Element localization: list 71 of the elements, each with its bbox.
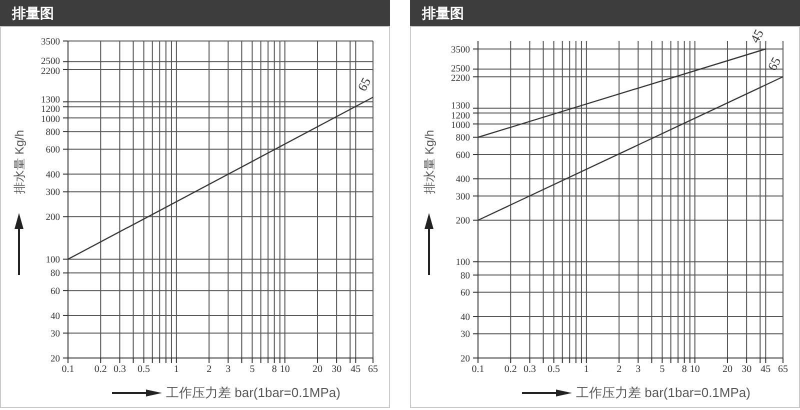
y-tick-label: 80: [50, 269, 60, 280]
x-tick-label: 0.5: [138, 364, 150, 376]
y-tick-label: 1300: [41, 95, 60, 106]
x-tick-label: 0.1: [472, 364, 484, 376]
x-tick-label: 3: [226, 364, 231, 376]
x-tick-label: 20: [312, 364, 322, 376]
x-axis-title: 工作压力差 bar(1bar=0.1MPa): [166, 385, 340, 400]
y-tick-label: 100: [456, 258, 470, 268]
y-tick-label: 1300: [451, 102, 470, 112]
y-tick-label: 30: [460, 330, 470, 340]
y-tick-label: 800: [46, 128, 60, 138]
y-tick-label: 20: [460, 354, 470, 364]
y-tick-label: 40: [460, 312, 470, 323]
y-axis-title: 排水量 Kg/h: [422, 130, 436, 194]
text: 65: [764, 54, 784, 74]
x-tick-label: 1: [584, 364, 589, 376]
x-tick-label: 0.3: [523, 364, 536, 376]
y-tick-label: 800: [456, 134, 470, 144]
y-tick-label: 400: [456, 175, 470, 186]
y-tick-label: 40: [50, 312, 60, 322]
x-tick-label: 1: [174, 364, 179, 376]
y-tick-label: 600: [456, 150, 470, 161]
y-tick-label: 3500: [41, 37, 60, 48]
x-tick-label: 0.1: [62, 364, 74, 376]
y-tick-label: 1200: [41, 105, 60, 116]
y-tick-label: 1000: [41, 114, 60, 125]
x-tick-label: 8: [272, 364, 277, 376]
y-tick-label: 200: [456, 216, 470, 227]
y-tick-label: 80: [460, 271, 470, 282]
x-tick-label: 5: [250, 364, 255, 376]
y-tick-label: 2500: [41, 57, 60, 67]
x-tick-label: 5: [660, 364, 665, 376]
x-tick-label: 0.2: [94, 364, 107, 376]
x-axis-title: 工作压力差 bar(1bar=0.1MPa): [576, 385, 750, 400]
y-tick-label: 3500: [451, 45, 470, 56]
y-tick-label: 600: [46, 146, 60, 156]
y-tick-label: 300: [46, 188, 60, 198]
text: 65: [354, 75, 374, 94]
x-tick-label: 0.5: [548, 364, 560, 376]
y-tick-label: 2500: [451, 64, 470, 74]
text: 45: [747, 26, 766, 46]
x-tick-label: 2: [206, 364, 212, 376]
y-tick-label: 20: [50, 354, 60, 364]
x-tick-label: 3: [636, 364, 641, 376]
x-tick-label: 45: [760, 364, 771, 376]
x-tick-label: 30: [742, 364, 752, 376]
chart-title: 排量图: [12, 5, 54, 21]
x-tick-label: 65: [368, 364, 378, 376]
y-tick-label: 100: [46, 256, 60, 266]
y-tick-label: 1200: [451, 111, 470, 122]
chart-title: 排量图: [422, 5, 464, 21]
x-tick-label: 10: [280, 364, 290, 376]
x-tick-label: 0.3: [113, 364, 126, 376]
x-tick-label: 0.2: [504, 364, 517, 376]
y-tick-label: 30: [50, 329, 60, 340]
y-tick-label: 400: [46, 170, 60, 180]
x-tick-label: 8: [682, 364, 687, 376]
x-tick-label: 30: [332, 364, 342, 376]
y-tick-label: 60: [460, 288, 470, 299]
y-tick-label: 300: [456, 192, 470, 202]
x-tick-label: 20: [722, 364, 732, 376]
y-tick-label: 2200: [41, 66, 60, 77]
y-tick-label: 200: [46, 213, 60, 223]
y-tick-label: 2200: [451, 74, 470, 84]
y-axis-title: 排水量 Kg/h: [12, 130, 26, 194]
x-tick-label: 45: [350, 364, 361, 376]
x-tick-label: 2: [616, 364, 622, 376]
y-tick-label: 60: [50, 286, 60, 297]
x-tick-label: 65: [778, 364, 788, 376]
x-tick-label: 10: [690, 364, 700, 376]
y-tick-label: 1000: [451, 121, 470, 132]
